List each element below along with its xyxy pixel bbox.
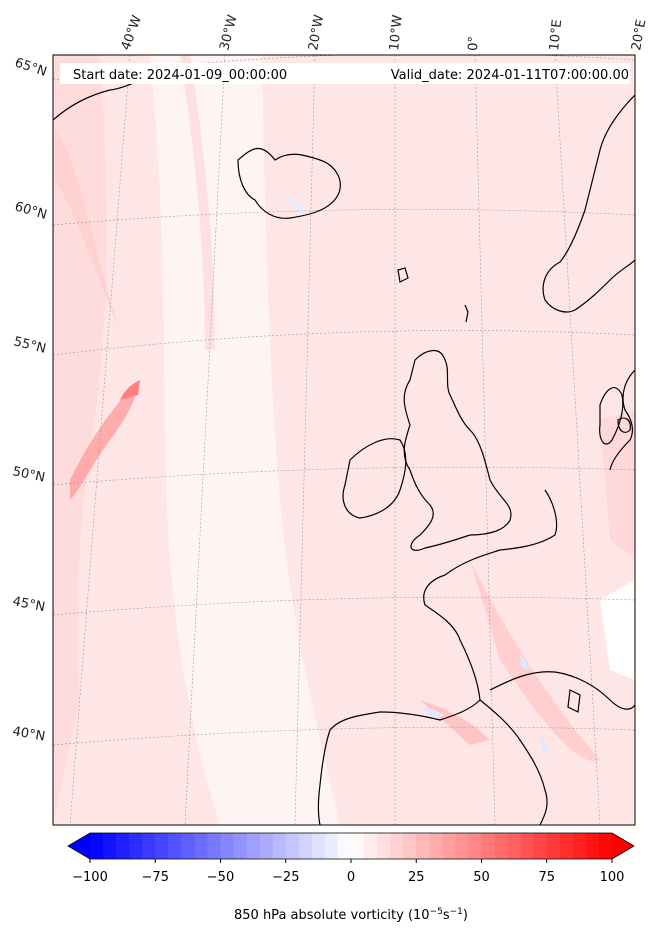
colorbar-cell xyxy=(220,833,235,859)
colorbar-low-extension xyxy=(68,833,90,859)
colorbar-cell xyxy=(351,833,365,859)
start-date-label: Start date: 2024-01-09_00:00:00 xyxy=(73,68,287,83)
great-britain-coast xyxy=(403,350,512,551)
ireland-coast xyxy=(342,438,407,519)
colorbar-cell xyxy=(233,833,248,859)
colorbar-cell xyxy=(129,833,143,859)
colorbar-cell xyxy=(481,833,496,859)
colorbar-cell xyxy=(364,833,378,859)
vorticity-field xyxy=(53,55,635,825)
colorbar-cell xyxy=(259,833,274,859)
colorbar-label: 850 hPa absolute vorticity (10−5s−1) xyxy=(234,907,468,923)
lat-label-40n: 40°N xyxy=(11,724,46,744)
colorbar-cell xyxy=(403,833,417,859)
colorbar: −100 −75 −50 −25 0 25 50 75 100 850 hPa absolute… xyxy=(67,832,635,923)
map-frame xyxy=(52,54,636,826)
lat-label-65n: 65°N xyxy=(13,56,49,80)
lon-label-10w: 10°W xyxy=(387,14,406,51)
colorbar-tick-label: 75 xyxy=(538,870,555,885)
colorbar-tick-label: 0 xyxy=(347,870,355,885)
colorbar-cell xyxy=(390,833,404,859)
lon-label-40w: 40°W xyxy=(119,13,145,52)
colorbar-cell xyxy=(416,833,430,859)
lon-label-0: 0° xyxy=(466,36,482,51)
colorbar-cell xyxy=(442,833,456,859)
colorbar-cell xyxy=(194,833,208,859)
colorbar-cell xyxy=(455,833,469,859)
colorbar-cell xyxy=(337,833,352,859)
lon-label-20w: 20°W xyxy=(306,14,327,52)
lon-label-10e: 10°E xyxy=(547,19,565,52)
western-europe-coast xyxy=(317,489,558,825)
graticule xyxy=(53,55,635,825)
lat-label-45n: 45°N xyxy=(11,594,46,615)
colorbar-tick-label: 50 xyxy=(473,870,490,885)
colorbar-cell xyxy=(546,833,561,859)
header-box xyxy=(60,63,630,84)
colorbar-cell xyxy=(142,833,156,859)
colorbar-cell xyxy=(507,833,522,859)
colorbar-cell xyxy=(559,833,574,859)
lat-label-55n: 55°N xyxy=(12,334,47,356)
colorbar-cell xyxy=(285,833,300,859)
colorbar-cell xyxy=(598,833,613,859)
longitude-labels: 40°W 30°W 20°W 10°W 0° 10°E 20°E xyxy=(119,13,650,52)
colorbar-cell xyxy=(311,833,326,859)
colorbar-cell xyxy=(468,833,482,859)
colorbar-tick-label: 25 xyxy=(408,870,425,885)
colorbar-cell xyxy=(155,833,169,859)
colorbar-cell xyxy=(520,833,535,859)
colorbar-cell xyxy=(494,833,509,859)
colorbar-cell xyxy=(168,833,182,859)
colorbar-cell xyxy=(207,833,221,859)
colorbar-cell xyxy=(246,833,261,859)
colorbar-cell xyxy=(533,833,548,859)
colorbar-cell xyxy=(103,833,117,859)
lon-label-30w: 30°W xyxy=(217,13,240,52)
lon-label-20e: 20°E xyxy=(629,18,649,51)
colorbar-cell xyxy=(181,833,195,859)
colorbar-cell xyxy=(429,833,443,859)
iceland-coast xyxy=(237,147,341,219)
colorbar-cell xyxy=(272,833,287,859)
colorbar-cell xyxy=(298,833,313,859)
colorbar-tick-label: −25 xyxy=(272,870,299,885)
valid-date-label: Valid_date: 2024-01-11T07:00:00.00 xyxy=(391,68,629,83)
colorbar-tick-label: −50 xyxy=(207,870,234,885)
colorbar-tick-label: −100 xyxy=(72,870,108,885)
colorbar-cell xyxy=(324,833,339,859)
latitude-labels: 65°N 60°N 55°N 50°N 45°N 40°N xyxy=(11,56,48,745)
lat-label-60n: 60°N xyxy=(13,199,49,222)
colorbar-cell xyxy=(585,833,600,859)
colorbar-tick-label: 100 xyxy=(600,870,625,885)
lat-label-50n: 50°N xyxy=(11,464,46,485)
colorbar-cell xyxy=(116,833,130,859)
colorbar-cell xyxy=(90,833,104,859)
colorbar-tick-label: −75 xyxy=(142,870,169,885)
colorbar-high-extension xyxy=(612,833,634,859)
colorbar-cell xyxy=(572,833,587,859)
coastlines xyxy=(53,71,635,825)
colorbar-cell xyxy=(377,833,391,859)
